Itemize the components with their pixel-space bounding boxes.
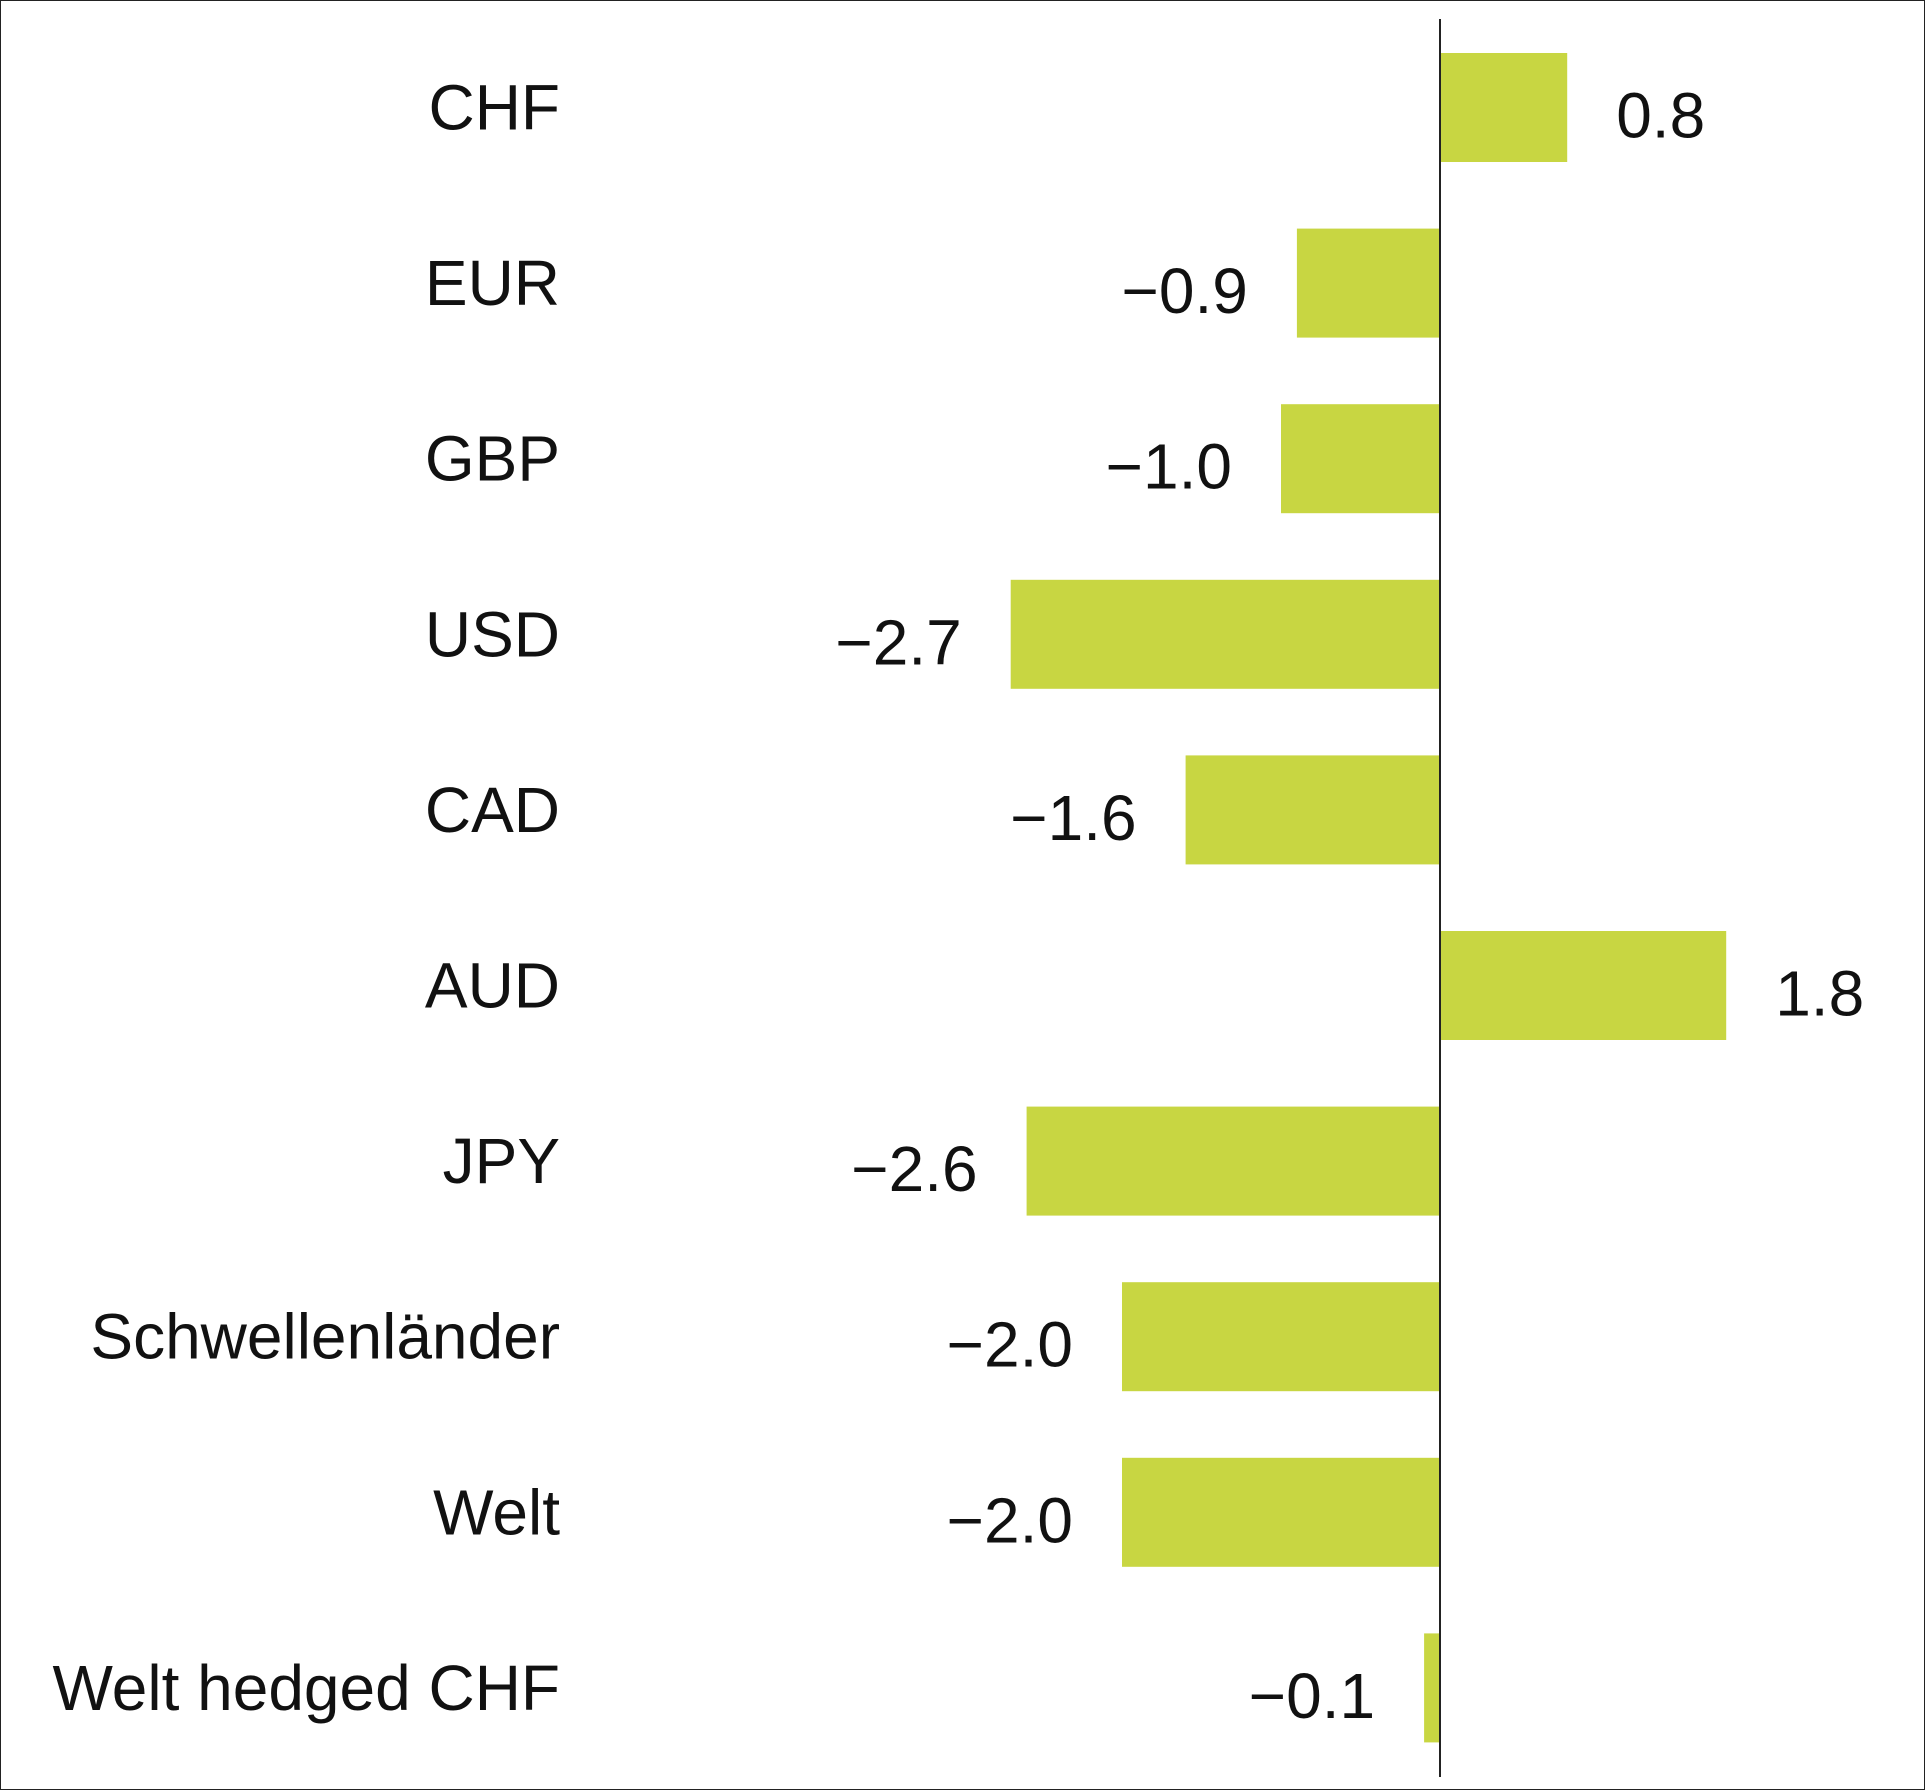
category-label: USD [425, 598, 560, 670]
value-label: 1.8 [1775, 958, 1864, 1030]
bar [1440, 931, 1727, 1040]
value-label: −1.6 [1010, 782, 1136, 854]
category-label: AUD [425, 950, 560, 1022]
bar [1185, 755, 1440, 865]
category-label: EUR [425, 247, 560, 319]
value-label: 0.8 [1616, 80, 1705, 152]
bar [1026, 1106, 1440, 1216]
category-label: Schwellenländer [90, 1301, 560, 1373]
category-label: CAD [425, 774, 560, 846]
category-label: CHF [428, 72, 560, 144]
value-label: −0.1 [1249, 1660, 1375, 1732]
bar [1122, 1282, 1440, 1392]
value-label: −2.6 [851, 1133, 977, 1205]
category-label: JPY [443, 1125, 560, 1197]
bar [1296, 228, 1440, 338]
value-label: −2.7 [835, 606, 961, 678]
bar [1440, 53, 1568, 162]
category-label: GBP [425, 423, 560, 495]
value-label: −2.0 [947, 1484, 1073, 1556]
value-label: −1.0 [1106, 431, 1232, 503]
bar [1010, 579, 1440, 689]
bar [1424, 1633, 1440, 1743]
value-label: −2.0 [947, 1309, 1073, 1381]
bar [1281, 404, 1440, 514]
value-label: −0.9 [1122, 255, 1248, 327]
bar [1122, 1457, 1440, 1567]
category-label: Welt hedged CHF [53, 1652, 561, 1724]
category-label: Welt [433, 1476, 560, 1548]
